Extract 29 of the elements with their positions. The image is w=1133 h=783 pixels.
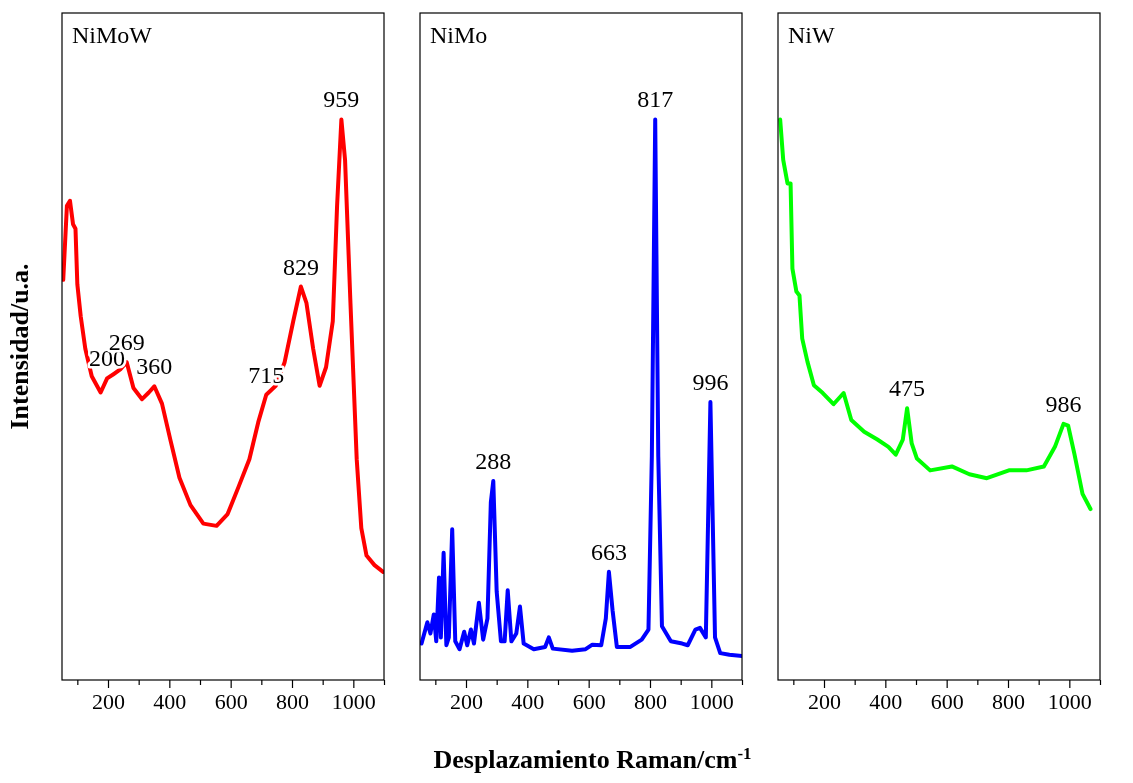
annotation: 959 [323, 86, 360, 113]
x-tick-label: 1000 [1047, 688, 1092, 714]
x-tick-label: 600 [930, 688, 964, 714]
annotation: 829 [282, 253, 319, 280]
x-tick-label: 600 [214, 688, 248, 714]
y-axis-title: Intensidad/u.a. [5, 263, 34, 430]
annotation: 288 [475, 448, 512, 475]
x-tick-label: 200 [808, 688, 841, 714]
x-tick-label: 400 [153, 688, 187, 714]
annotation: 360 [136, 353, 173, 380]
x-tick-label: 800 [276, 688, 309, 714]
x-tick-label: 800 [992, 688, 1025, 714]
chart-title: NiMoW [72, 22, 153, 48]
x-tick-label: 400 [511, 688, 545, 714]
chart-title: NiMo [430, 22, 488, 48]
annotation: 475 [889, 375, 926, 402]
annotation: 663 [590, 538, 627, 565]
annotation: 986 [1045, 390, 1082, 417]
x-tick-label: 1000 [331, 688, 376, 714]
x-tick-label: 200 [450, 688, 483, 714]
x-tick-label: 800 [634, 688, 667, 714]
annotation: 996 [692, 368, 729, 395]
x-tick-label: 200 [92, 688, 125, 714]
x-tick-label: 400 [869, 688, 903, 714]
x-tick-label: 1000 [689, 688, 734, 714]
x-axis-title: Desplazamiento Raman/cm$^{-1}$ [433, 743, 752, 774]
x-tick-label: 600 [572, 688, 606, 714]
annotation: 817 [637, 86, 674, 113]
chart-title: NiW [788, 22, 835, 48]
